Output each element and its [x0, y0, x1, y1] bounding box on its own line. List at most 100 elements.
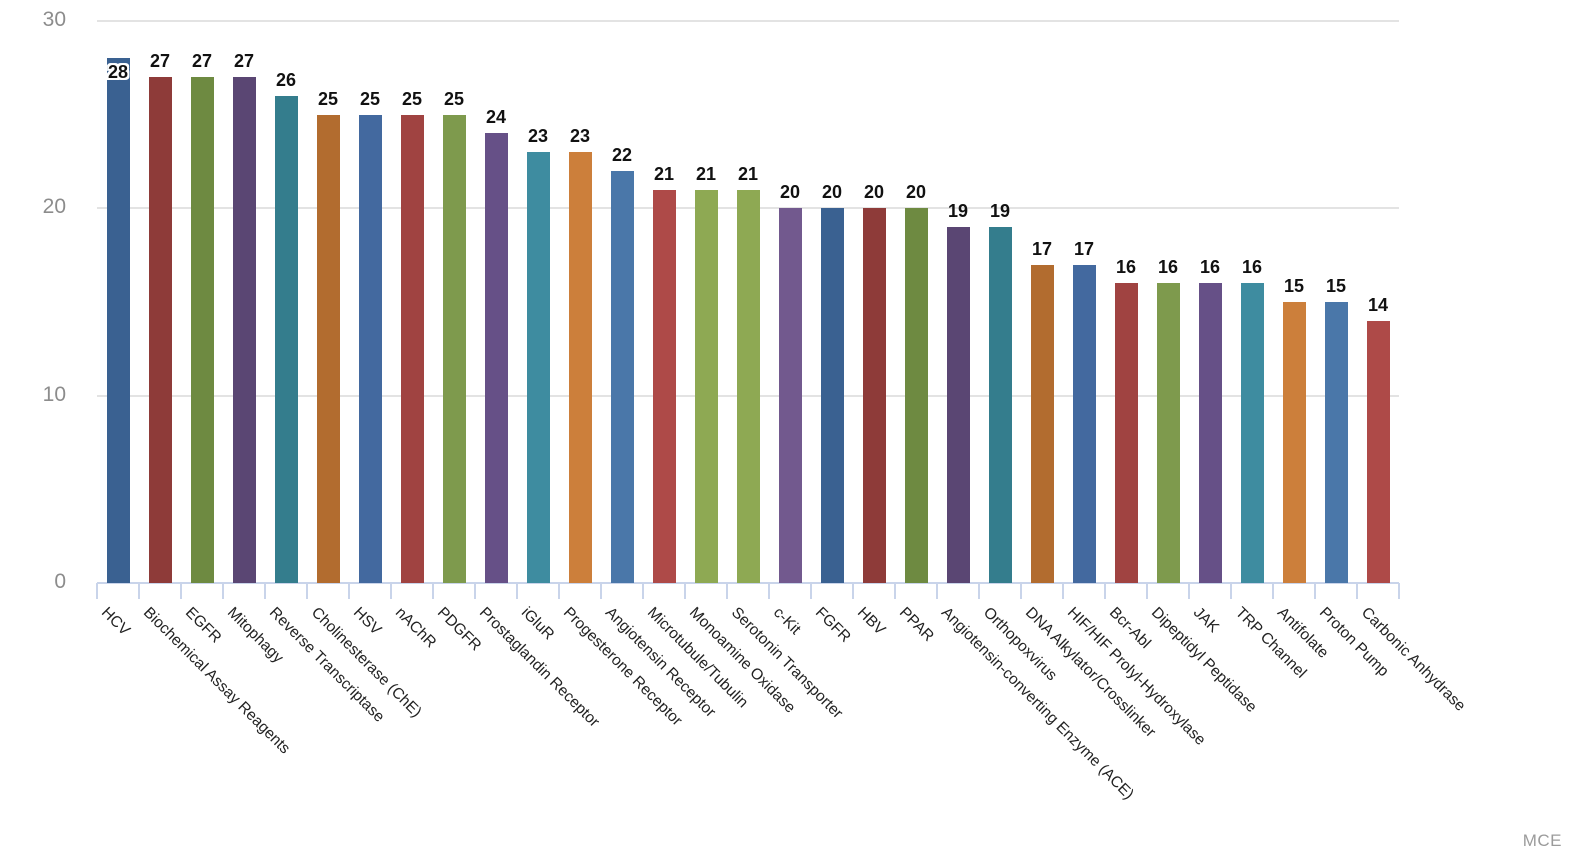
x-axis-tick [474, 583, 476, 599]
category-label: JAK [1189, 604, 1223, 637]
bar-value-label: 21 [695, 163, 717, 184]
bar [610, 170, 634, 583]
bar-value-label: 16 [1199, 257, 1221, 278]
x-axis-tick [222, 583, 224, 599]
x-axis-tick [306, 583, 308, 599]
bar-value-label: 17 [1031, 238, 1053, 259]
bar-value-label: 16 [1241, 257, 1263, 278]
bar-value-label: 23 [569, 126, 591, 147]
bar-value-label: 22 [611, 144, 633, 165]
category-label: HBV [853, 604, 889, 639]
y-tick-label: 30 [42, 8, 66, 31]
bar [232, 77, 256, 583]
bar [1030, 264, 1054, 583]
category-label: Angiotensin-converting Enzyme (ACE) [937, 604, 1138, 804]
bar-value-label: 25 [359, 88, 381, 109]
x-axis-tick [936, 583, 938, 599]
x-axis-tick [1104, 583, 1106, 599]
bar-value-label: 24 [485, 107, 507, 128]
bar [1114, 283, 1138, 583]
x-axis-tick [432, 583, 434, 599]
bar-value-label: 19 [947, 201, 969, 222]
x-axis-tick [852, 583, 854, 599]
bar [1156, 283, 1180, 583]
x-axis-tick [684, 583, 686, 599]
bar [316, 114, 340, 583]
bar [106, 58, 130, 583]
bar [526, 152, 550, 583]
x-axis-tick [180, 583, 182, 599]
x-axis-tick [978, 583, 980, 599]
bar [442, 114, 466, 583]
x-axis-tick [1020, 583, 1022, 599]
bar-value-label: 17 [1073, 238, 1095, 259]
bar [358, 114, 382, 583]
bar-value-label: 21 [737, 163, 759, 184]
category-label: HSV [349, 604, 385, 639]
bar [652, 189, 676, 583]
x-axis-tick [1272, 583, 1274, 599]
bar [1282, 302, 1306, 583]
x-axis-tick [96, 583, 98, 599]
x-axis-tick [600, 583, 602, 599]
mce-watermark: MCE [1522, 831, 1562, 850]
x-axis-tick [348, 583, 350, 599]
bar-value-label: 14 [1367, 294, 1389, 315]
bar-value-label: 16 [1115, 257, 1137, 278]
x-axis-tick [1398, 583, 1400, 599]
bar-value-label: 25 [401, 88, 423, 109]
x-axis-tick [1356, 583, 1358, 599]
bar-value-label: 25 [443, 88, 465, 109]
x-axis-tick [516, 583, 518, 599]
bar [400, 114, 424, 583]
x-axis-tick [1188, 583, 1190, 599]
x-axis-tick [726, 583, 728, 599]
bar [568, 152, 592, 583]
bar [190, 77, 214, 583]
category-label: PDGFR [433, 604, 485, 655]
category-label: c-Kit [769, 604, 804, 638]
bar [1324, 302, 1348, 583]
bar [1198, 283, 1222, 583]
bar [274, 95, 298, 583]
y-tick-label: 20 [42, 195, 66, 219]
bar [778, 208, 802, 583]
bar-value-label: 20 [821, 182, 843, 203]
x-axis-tick [264, 583, 266, 599]
bar [148, 77, 172, 583]
bar-value-label: 23 [527, 126, 549, 147]
x-axis-tick [894, 583, 896, 599]
x-axis-tick [642, 583, 644, 599]
bar-value-label: 27 [191, 51, 213, 72]
y-tick-label: 0 [54, 570, 66, 593]
bar [484, 133, 508, 583]
bar-value-label: 20 [779, 182, 801, 203]
bar [862, 208, 886, 583]
bar [904, 208, 928, 583]
x-axis-tick [768, 583, 770, 599]
bar [694, 189, 718, 583]
x-axis-line [97, 582, 1399, 584]
bar-value-label: 21 [653, 163, 675, 184]
x-axis-tick [558, 583, 560, 599]
bar-value-label: 27 [233, 51, 255, 72]
bar [946, 227, 970, 583]
x-axis-tick [390, 583, 392, 599]
x-axis-tick [1146, 583, 1148, 599]
bar-value-label: 28 [107, 62, 129, 83]
x-axis-tick [1314, 583, 1316, 599]
x-axis-tick [138, 583, 140, 599]
bar [736, 189, 760, 583]
category-label: HCV [97, 604, 134, 640]
bar-value-label: 16 [1157, 257, 1179, 278]
category-label: nAChR [391, 604, 440, 652]
bar [1072, 264, 1096, 583]
x-axis-tick [1230, 583, 1232, 599]
bar-value-label: 15 [1283, 276, 1305, 296]
category-label: PPAR [895, 604, 938, 646]
category-label: iGluR [517, 604, 558, 644]
bar-value-label: 20 [863, 182, 885, 203]
bar-value-label: 25 [317, 88, 339, 109]
bar-value-label: 26 [275, 69, 297, 90]
bar-value-label: 19 [989, 201, 1011, 222]
